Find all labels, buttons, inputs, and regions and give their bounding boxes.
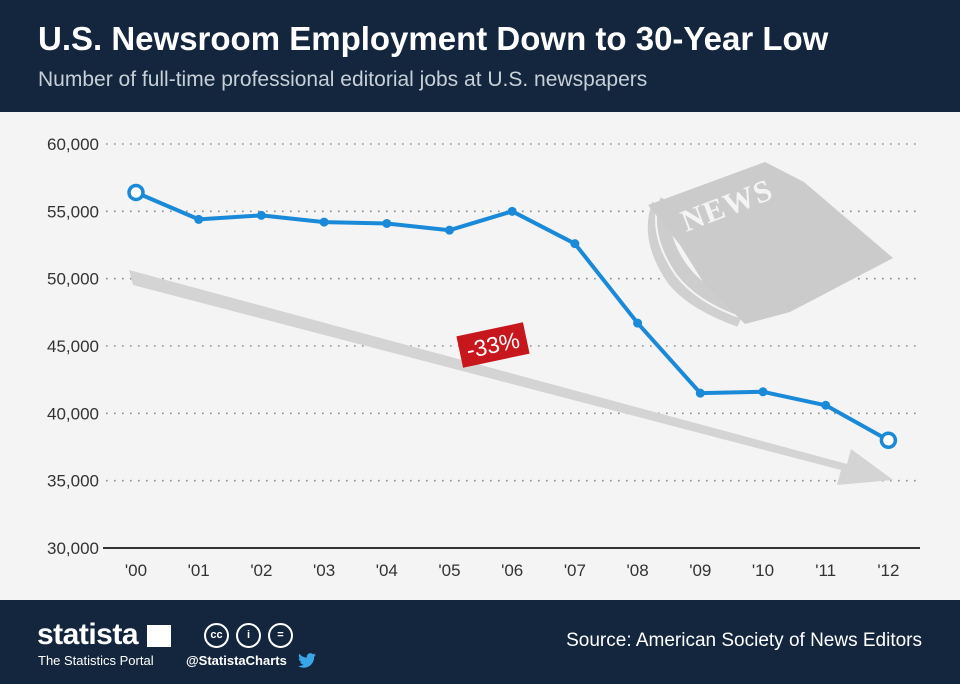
data-point (127, 183, 145, 202)
header: U.S. Newsroom Employment Down to 30-Year… (0, 0, 960, 112)
x-tick-label: '10 (752, 561, 774, 580)
x-tick-label: '03 (313, 561, 335, 580)
x-tick-label: '12 (877, 561, 899, 580)
y-tick-label: 45,000 (47, 337, 99, 356)
data-point (758, 387, 768, 397)
y-tick-label: 40,000 (47, 404, 99, 423)
no-derivatives-icon: = (268, 623, 293, 648)
cc-icon: cc (204, 623, 229, 648)
data-point (319, 217, 329, 227)
data-point (507, 206, 517, 216)
page-title: U.S. Newsroom Employment Down to 30-Year… (38, 20, 829, 57)
twitter-handle[interactable]: @StatistaCharts (186, 653, 287, 668)
change-annotation-box (456, 322, 530, 368)
y-tick-label: 55,000 (47, 202, 99, 221)
data-point (194, 214, 204, 224)
x-tick-label: '00 (125, 561, 147, 580)
x-axis-labels: '00 '01 '02 '03 '04 '05 '06 '07 '08 '09 '10 '11 '12 (125, 561, 900, 580)
series-line (127, 183, 898, 450)
line-chart: 30,000 35,000 40,000 45,000 50,000 55,000 60,0… (47, 135, 920, 580)
change-annotation: -33% (456, 322, 530, 368)
x-tick-label: '01 (188, 561, 210, 580)
x-tick-label: '02 (250, 561, 272, 580)
data-point (570, 239, 580, 249)
data-point (879, 431, 898, 450)
source-note: Source: American Society of News Editors (566, 630, 922, 651)
y-axis-labels: 30,000 35,000 40,000 45,000 50,000 55,000 60,0… (47, 135, 99, 558)
brand-flag-icon (147, 625, 171, 647)
x-tick-label: '04 (376, 561, 398, 580)
x-tick-label: '07 (564, 561, 586, 580)
x-tick-label: '05 (438, 561, 460, 580)
data-point (633, 318, 643, 328)
y-tick-label: 60,000 (47, 135, 99, 154)
y-tick-label: 50,000 (47, 270, 99, 289)
change-annotation-label: -33% (464, 327, 522, 364)
trend-arrow (129, 270, 893, 485)
data-point (445, 225, 454, 235)
brand-tagline: The Statistics Portal (38, 653, 154, 668)
data-point (382, 218, 392, 228)
y-tick-label: 30,000 (47, 539, 99, 558)
footer: statista The Statistics Portal cc i = @S… (0, 600, 960, 684)
x-tick-label: '08 (627, 561, 649, 580)
x-tick-label: '11 (815, 561, 836, 580)
brand-logo: statista (37, 618, 139, 651)
data-point (256, 210, 266, 220)
data-point (695, 388, 705, 398)
x-tick-label: '06 (501, 561, 523, 580)
page-subtitle: Number of full-time professional editori… (38, 68, 648, 91)
twitter-icon[interactable] (298, 653, 316, 668)
x-tick-label: '09 (689, 561, 711, 580)
attribution-icon: i (236, 623, 261, 648)
data-point (821, 400, 831, 410)
newspaper-icon: NEWS (645, 162, 893, 330)
y-tick-label: 35,000 (47, 472, 99, 491)
